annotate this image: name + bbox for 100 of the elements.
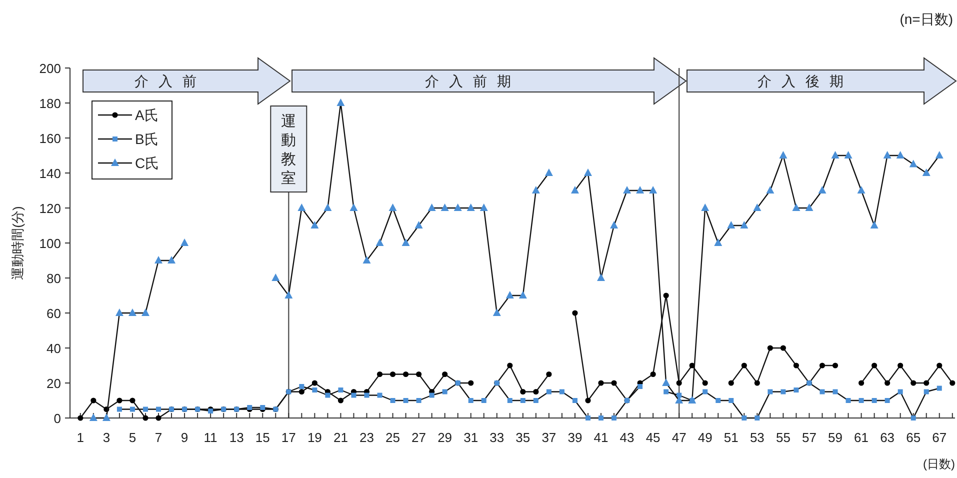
x-tick-label: 61 — [854, 430, 869, 445]
x-tick-label: 43 — [620, 430, 634, 445]
x-tick-label: 15 — [255, 430, 270, 445]
point — [818, 186, 826, 194]
point — [466, 204, 475, 211]
point — [428, 204, 436, 211]
point — [154, 256, 162, 264]
x-tick-label: 53 — [750, 430, 764, 445]
point — [857, 186, 866, 194]
x-tick-label: 45 — [646, 430, 660, 445]
point — [883, 151, 892, 158]
annotation: 介入前期 — [425, 73, 521, 89]
point — [740, 221, 748, 228]
y-tick-label: 20 — [46, 376, 61, 391]
x-tick-label: 59 — [828, 430, 842, 445]
x-tick-label: 63 — [880, 430, 895, 445]
point — [272, 274, 280, 281]
x-tick-label: 11 — [204, 430, 218, 445]
point — [610, 221, 618, 228]
x-tick-label: 5 — [128, 430, 136, 445]
point — [701, 204, 710, 211]
x-tick-label: 23 — [360, 430, 374, 445]
x-tick-label: 35 — [516, 430, 530, 445]
point — [362, 256, 371, 264]
point — [753, 204, 762, 211]
point — [350, 204, 358, 211]
point — [727, 221, 736, 228]
legend-label: A氏 — [135, 107, 158, 123]
point — [284, 291, 293, 298]
point — [623, 186, 632, 194]
point — [128, 308, 136, 316]
x-tick-label: 1 — [76, 430, 84, 445]
x-tick-label: 3 — [102, 430, 110, 445]
x-tick-label: 21 — [333, 430, 348, 445]
point — [336, 98, 345, 106]
point — [89, 414, 98, 421]
y-axis-title: 運動時間(分) — [10, 206, 25, 280]
point — [779, 151, 788, 158]
point — [570, 186, 579, 194]
point — [636, 186, 644, 194]
x-tick-label: 57 — [802, 430, 816, 445]
point — [649, 186, 658, 194]
y-tick-label: 0 — [54, 411, 61, 426]
point — [180, 238, 189, 246]
y-tick-label: 80 — [46, 271, 61, 286]
point — [896, 151, 904, 158]
point — [544, 168, 553, 176]
point — [584, 168, 592, 176]
point — [324, 204, 332, 211]
point — [518, 291, 527, 298]
point — [909, 160, 918, 168]
point — [454, 204, 462, 211]
point — [388, 204, 397, 211]
x-tick-label: 9 — [180, 430, 188, 445]
point — [376, 238, 384, 246]
y-tick-label: 100 — [39, 236, 61, 251]
point — [310, 221, 319, 228]
point — [298, 204, 306, 211]
point — [714, 238, 722, 246]
x-tick-label: 7 — [154, 430, 162, 445]
legend-label: B氏 — [135, 131, 158, 147]
y-tick-label: 120 — [39, 201, 61, 216]
x-tick-label: 27 — [412, 430, 426, 445]
point — [766, 186, 774, 194]
x-tick-label: 25 — [386, 430, 400, 445]
x-tick-label: 33 — [490, 430, 504, 445]
x-tick-label: 29 — [438, 430, 452, 445]
annotation: 介入前 — [134, 73, 206, 89]
x-tick-label: 47 — [672, 430, 686, 445]
x-tick-label: 49 — [698, 430, 712, 445]
y-tick-label: 200 — [39, 61, 61, 76]
point — [597, 274, 605, 281]
x-axis-title: (日数) — [923, 457, 955, 471]
x-tick-label: 31 — [464, 430, 478, 445]
point — [402, 238, 410, 246]
x-tick-label: 37 — [542, 430, 556, 445]
point — [102, 414, 110, 421]
point — [440, 204, 449, 211]
point — [532, 186, 540, 194]
point — [414, 221, 423, 228]
point — [506, 291, 514, 298]
point — [492, 308, 501, 316]
point — [115, 308, 124, 316]
x-tick-label: 51 — [724, 430, 738, 445]
x-tick-label: 19 — [307, 430, 322, 445]
point — [168, 256, 176, 264]
point — [870, 221, 878, 228]
y-tick-label: 160 — [39, 131, 61, 146]
x-tick-label: 65 — [906, 430, 921, 445]
x-tick-label: 55 — [776, 430, 790, 445]
point — [922, 168, 930, 176]
y-tick-label: 40 — [46, 341, 61, 356]
ref-line-label: 運動教室 — [281, 113, 296, 187]
x-tick-label: 41 — [594, 430, 608, 445]
x-tick-label: 39 — [568, 430, 582, 445]
x-tick-label: 17 — [281, 430, 296, 445]
point — [805, 204, 814, 211]
text: (n=日数) — [900, 11, 953, 27]
y-tick-label: 60 — [46, 306, 61, 321]
point — [831, 151, 840, 158]
